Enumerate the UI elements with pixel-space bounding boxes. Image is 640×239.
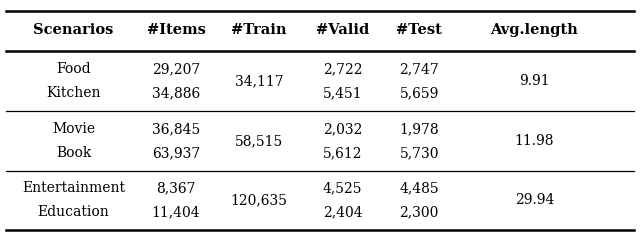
Text: 120,635: 120,635 xyxy=(230,193,288,207)
Text: 2,747: 2,747 xyxy=(399,62,439,76)
Text: #Valid: #Valid xyxy=(316,23,369,37)
Text: Scenarios: Scenarios xyxy=(33,23,114,37)
Text: Avg.length: Avg.length xyxy=(490,23,579,37)
Text: Education: Education xyxy=(38,205,109,219)
Text: 5,612: 5,612 xyxy=(323,146,362,160)
Text: 34,117: 34,117 xyxy=(235,74,284,88)
Text: 4,525: 4,525 xyxy=(323,181,362,195)
Text: 2,032: 2,032 xyxy=(323,122,362,136)
Text: 34,886: 34,886 xyxy=(152,86,200,100)
Text: 5,659: 5,659 xyxy=(399,86,439,100)
Text: 4,485: 4,485 xyxy=(399,181,439,195)
Text: Food: Food xyxy=(56,62,91,76)
Text: 36,845: 36,845 xyxy=(152,122,200,136)
Text: 2,722: 2,722 xyxy=(323,62,362,76)
Text: 29.94: 29.94 xyxy=(515,193,554,207)
Text: #Test: #Test xyxy=(396,23,442,37)
Text: 5,451: 5,451 xyxy=(323,86,362,100)
Text: 8,367: 8,367 xyxy=(156,181,196,195)
Text: 1,978: 1,978 xyxy=(399,122,439,136)
Text: Kitchen: Kitchen xyxy=(46,86,101,100)
Text: 58,515: 58,515 xyxy=(235,134,284,148)
Text: 63,937: 63,937 xyxy=(152,146,200,160)
Text: 5,730: 5,730 xyxy=(399,146,439,160)
Text: 9.91: 9.91 xyxy=(519,74,550,88)
Text: #Items: #Items xyxy=(147,23,205,37)
Text: #Train: #Train xyxy=(232,23,287,37)
Text: 2,300: 2,300 xyxy=(399,205,439,219)
Text: Movie: Movie xyxy=(52,122,95,136)
Text: 11.98: 11.98 xyxy=(515,134,554,148)
Text: Book: Book xyxy=(56,146,92,160)
Text: 11,404: 11,404 xyxy=(152,205,200,219)
Text: 29,207: 29,207 xyxy=(152,62,200,76)
Text: Entertainment: Entertainment xyxy=(22,181,125,195)
Text: 2,404: 2,404 xyxy=(323,205,362,219)
